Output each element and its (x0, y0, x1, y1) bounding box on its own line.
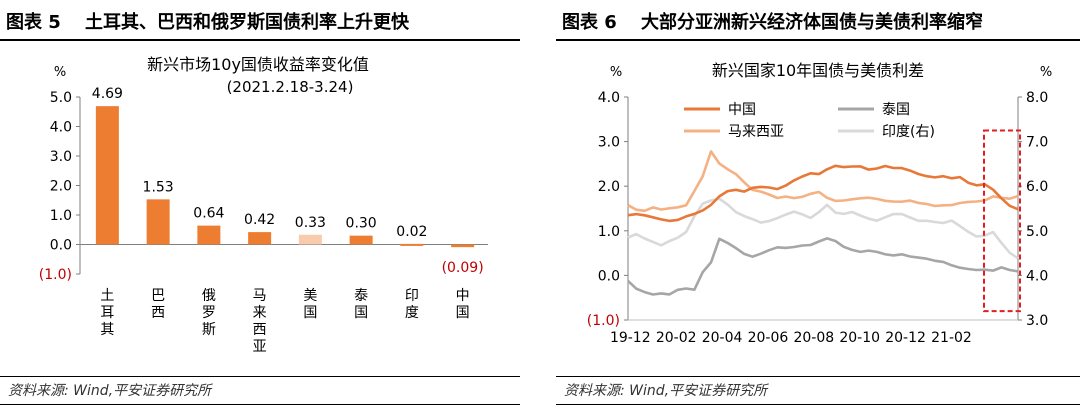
figure-5-header-rule (0, 39, 520, 41)
line-chart-y-right-unit: % (1040, 65, 1052, 80)
bar-chart-y-unit: % (54, 65, 66, 80)
bar-7 (400, 243, 424, 246)
line-chart-y-right-tick-label: 8.0 (1026, 90, 1048, 106)
bar-chart: 新兴市场10y国债收益率变化值 (2021.2.18-3.24)% (1.0) 0.0… (39, 55, 488, 355)
line-chart-x-tick-label: 19-12 (610, 330, 651, 346)
bar-chart-subtitle: (2021.2.18-3.24) (227, 78, 354, 96)
bar-category-label: 中 (456, 288, 470, 304)
line-chart-x-tick-label: 20-08 (793, 330, 834, 346)
line-chart-y-right-tick-label: 3.0 (1026, 313, 1048, 329)
line-chart-y-right-tick-label: 4.0 (1026, 268, 1048, 284)
bar-value-label: 0.42 (244, 212, 275, 228)
bar-value-label: 0.64 (193, 206, 224, 222)
line-chart-y-left-unit: % (610, 65, 622, 80)
bar-8 (451, 244, 475, 248)
figure-5-panel: 图表 5 土耳其、巴西和俄罗斯国债利率上升更快 新兴市场10y国债收益率变化值 (… (0, 0, 520, 414)
bar-category-label: 马 (253, 288, 267, 304)
line-chart-y-left-tick-label: 2.0 (598, 179, 620, 195)
bar-category-label: 国 (456, 305, 470, 321)
figure-6-bottom-rule (556, 404, 1080, 405)
bar-category-label: 巴 (151, 288, 165, 304)
bar-value-label: 0.33 (295, 215, 326, 231)
bar-category-label: 度 (405, 305, 419, 321)
bar-chart-y-tick-label: 2.0 (50, 179, 72, 195)
figure-6-footer-rule (556, 376, 1080, 377)
legend-label: 泰国 (882, 102, 910, 118)
legend-label: 中国 (728, 102, 756, 118)
line-chart-y-left-tick-label: 0.0 (598, 268, 620, 284)
highlight-box (983, 129, 1021, 313)
figure-6-source: 资料来源: Wind,平安证券研究所 (564, 383, 768, 399)
line-chart-x-tick-label: 20-06 (748, 330, 789, 346)
line-chart-y-left-tick-label: 4.0 (598, 90, 620, 106)
line-chart: 新兴国家10年国债与美债利差% % (1.0) 0.0 1.0 2.0 3.0 4.0 3.0 4… (587, 61, 1052, 346)
bar-3 (197, 225, 221, 245)
bar-chart-y-tick-label: 3.0 (50, 149, 72, 165)
bar-category-label: 印 (405, 288, 419, 304)
bar-chart-y-tick-label: (1.0) (39, 267, 72, 283)
bar-value-label: 0.02 (396, 224, 427, 240)
series-line-2 (627, 237, 1019, 296)
figure-6-header-rule (556, 39, 1080, 41)
line-chart-x-tick-label: 20-10 (839, 330, 880, 346)
line-chart-y-left-tick-label: 3.0 (598, 135, 620, 151)
bar-chart-title: 新兴市场10y国债收益率变化值 (147, 55, 369, 74)
figure-5-footer-rule (0, 376, 520, 377)
bar-category-label: 西 (151, 305, 165, 321)
line-chart-y-right-tick-label: 6.0 (1026, 179, 1048, 195)
bar-category-label: 土 (100, 288, 114, 304)
bar-1 (95, 106, 119, 245)
series-line-4 (627, 197, 1019, 260)
bar-value-label: 4.69 (92, 86, 123, 102)
bar-category-label: 国 (354, 305, 368, 321)
bar-category-label: 国 (303, 305, 317, 321)
bar-chart-y-tick-label: 5.0 (50, 90, 72, 106)
figure-5-bottom-rule (0, 404, 520, 405)
bar-value-label: (0.09) (442, 260, 484, 276)
line-chart-y-right-tick-label: 7.0 (1026, 135, 1048, 151)
line-chart-x-tick-label: 20-04 (702, 330, 743, 346)
bar-value-label: 0.30 (346, 216, 377, 232)
line-chart-y-left-tick-label: (1.0) (587, 313, 620, 329)
bar-chart-y-tick-label: 1.0 (50, 208, 72, 224)
line-chart-y-right-tick-label: 5.0 (1026, 224, 1048, 240)
bar-4 (248, 232, 272, 245)
line-chart-x-tick-label: 21-02 (931, 330, 972, 346)
series-line-3 (627, 150, 1019, 213)
bar-category-label: 西 (253, 322, 267, 338)
bar-5 (298, 234, 322, 245)
legend-label: 印度(右) (882, 124, 935, 140)
bar-category-label: 其 (100, 322, 114, 338)
figure-5-title: 图表 5 土耳其、巴西和俄罗斯国债利率上升更快 (6, 12, 410, 33)
line-chart-y-left-tick-label: 1.0 (598, 224, 620, 240)
bar-value-label: 1.53 (143, 179, 174, 195)
bar-category-label: 耳 (100, 305, 114, 321)
bar-category-label: 斯 (202, 322, 216, 338)
figure-6-panel: 图表 6 大部分亚洲新兴经济体国债与美债利率缩窄 新兴国家10年国债与美债利差%… (556, 0, 1080, 414)
bar-category-label: 亚 (253, 339, 267, 355)
series-line-1 (627, 164, 1019, 223)
line-chart-x-tick-label: 20-02 (656, 330, 697, 346)
bar-6 (349, 235, 373, 245)
figure-6-title: 图表 6 大部分亚洲新兴经济体国债与美债利率缩窄 (562, 12, 984, 33)
bar-category-label: 美 (303, 288, 317, 304)
line-chart-title: 新兴国家10年国债与美债利差 (712, 61, 924, 80)
line-chart-x-tick-label: 20-12 (885, 330, 926, 346)
bar-category-label: 罗 (202, 305, 216, 321)
bar-2 (146, 199, 170, 245)
legend-label: 马来西亚 (728, 124, 784, 140)
bar-chart-y-tick-label: 0.0 (50, 238, 72, 254)
bar-category-label: 泰 (354, 288, 368, 304)
figure-5-source: 资料来源: Wind,平安证券研究所 (8, 383, 212, 399)
bar-category-label: 来 (253, 305, 267, 321)
bar-category-label: 俄 (202, 288, 216, 304)
bar-chart-y-tick-label: 4.0 (50, 120, 72, 136)
